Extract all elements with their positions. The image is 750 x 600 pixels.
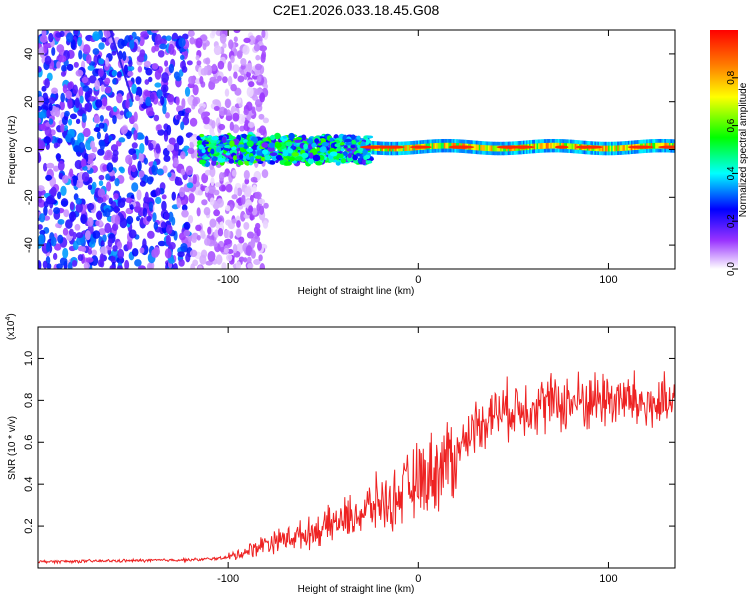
spectrogram-x-tick: 100 xyxy=(599,274,617,286)
snr-y-tick: 1.0 xyxy=(23,351,35,366)
snr-axes: -100 0 100 0.2 0.4 0.6 0.8 1.0 xyxy=(23,327,675,585)
colorbar-tick: 0.8 xyxy=(726,70,737,84)
spectrogram-y-tick: 0 xyxy=(23,146,35,152)
snr-x-label: Height of straight line (km) xyxy=(298,584,415,595)
snr-x-tick: 100 xyxy=(599,573,617,585)
spectrogram-panel: -100 0 100 -40 -20 0 20 40 Height of straight l… xyxy=(7,29,676,297)
snr-y-scale: (x104) xyxy=(5,313,17,340)
spectrogram-y-tick: -40 xyxy=(23,237,35,253)
snr-x-tick: 0 xyxy=(415,573,421,585)
spectrogram-y-label: Frequency (Hz) xyxy=(7,116,18,185)
spectrogram-x-tick: 0 xyxy=(415,274,421,286)
colorbar-ticks: 0.0 0.2 0.4 0.6 0.8 xyxy=(726,70,738,276)
snr-frame xyxy=(37,326,676,569)
svg-text:(x104): (x104) xyxy=(5,313,17,340)
snr-line xyxy=(38,370,675,565)
snr-x-tick: -100 xyxy=(217,573,239,585)
snr-y-tick: 0.2 xyxy=(23,518,35,533)
snr-scale-exp: 4 xyxy=(5,317,12,321)
snr-y-tick: 0.4 xyxy=(23,477,35,492)
colorbar-tick: 0.6 xyxy=(726,118,737,132)
snr-y-label: SNR (10 * v/v) xyxy=(7,416,18,480)
figure-title: C2E1.2026.033.18.45.G08 xyxy=(273,2,440,18)
spectrogram-x-label: Height of straight line (km) xyxy=(298,286,415,297)
spectrogram-image xyxy=(38,30,675,269)
spectrogram-y-tick: 40 xyxy=(23,48,35,60)
spectrogram-axes: -100 0 100 -40 -20 0 20 40 xyxy=(23,30,675,286)
spectrogram-y-tick: -20 xyxy=(23,189,35,205)
snr-panel: -100 0 100 0.2 0.4 0.6 0.8 1.0 Height of straig… xyxy=(5,313,676,595)
snr-y-tick: 0.8 xyxy=(23,393,35,408)
colorbar-label: Normalized spectral amplitude xyxy=(738,82,749,217)
colorbar-tick: 0.2 xyxy=(726,214,737,228)
spectrogram-x-tick: -100 xyxy=(217,274,239,286)
colorbar-gradient xyxy=(710,30,738,269)
snr-y-tick: 0.6 xyxy=(23,435,35,450)
colorbar-tick: 0.4 xyxy=(726,166,737,180)
spectrogram-y-tick: 20 xyxy=(23,96,35,108)
colorbar-tick: 0.0 xyxy=(726,262,737,276)
snr-scale-base: (x10 xyxy=(6,320,17,340)
colorbar: 0.0 0.2 0.4 0.6 0.8 Normalized spectral ampl… xyxy=(710,30,749,276)
